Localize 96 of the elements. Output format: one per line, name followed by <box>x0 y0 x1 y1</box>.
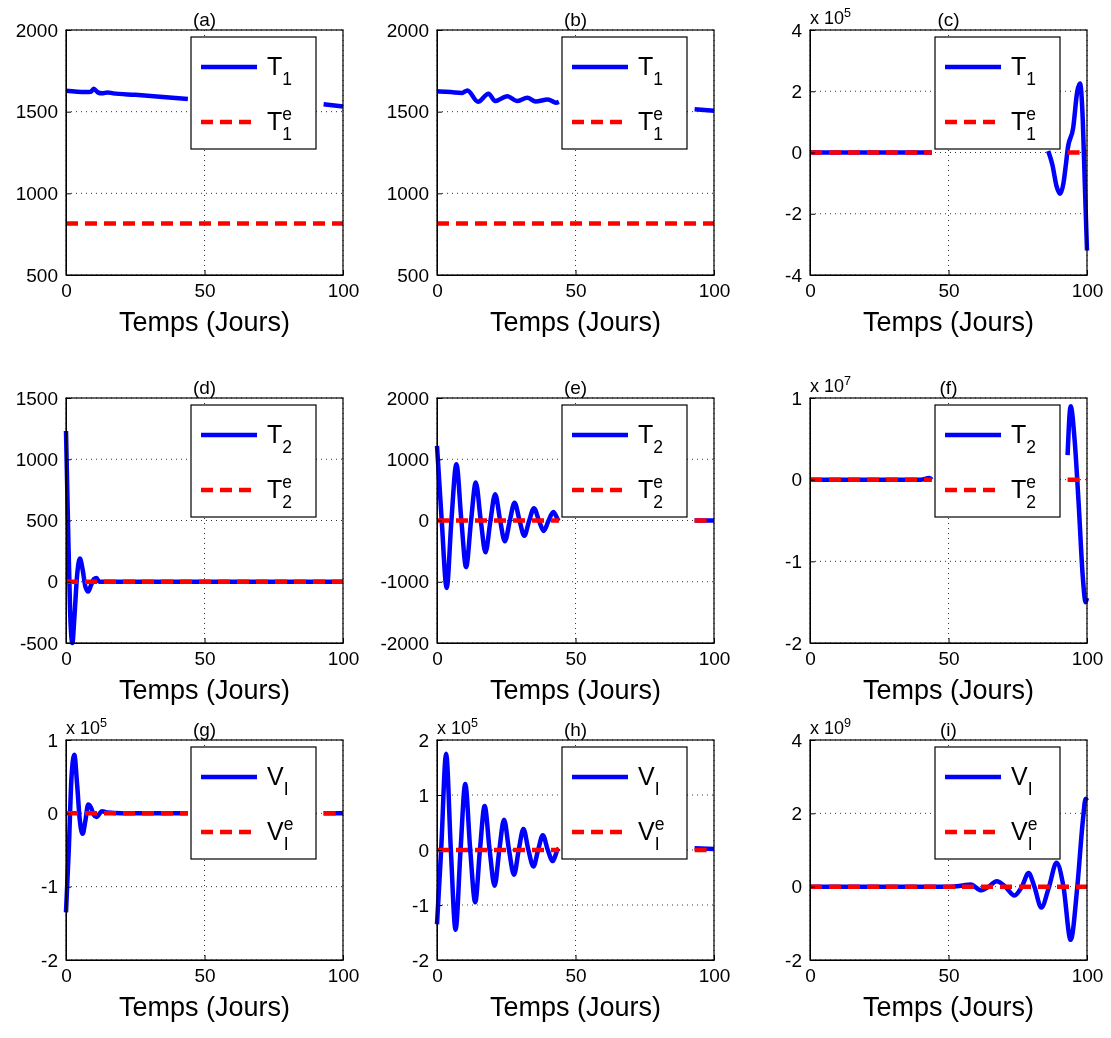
x-tick-label: 0 <box>432 965 443 987</box>
y-tick-label: 0 <box>791 142 802 164</box>
x-tick-label: 50 <box>938 280 960 302</box>
x-tick-label: 0 <box>432 648 443 670</box>
y-tick-label: 1 <box>418 784 429 806</box>
legend-label: T$_{1}$ <box>1011 52 1037 89</box>
y-tick-label: -2 <box>412 949 429 971</box>
chart-title: (c) <box>937 9 960 30</box>
y-tick-label: 1000 <box>386 448 429 470</box>
x-tick-label: 0 <box>432 280 443 302</box>
y-tick-label: 2000 <box>386 387 429 409</box>
x-axis-title: Temps (Jours) <box>489 992 662 1022</box>
y-tick-label: 500 <box>397 264 429 286</box>
x-tick-label: 50 <box>194 648 216 670</box>
y-tick-label: 1500 <box>386 101 429 123</box>
x-tick-label: 100 <box>698 965 731 987</box>
y-tick-label: 1000 <box>15 448 58 470</box>
y-tick-label: -2 <box>41 949 58 971</box>
text: x 10$^{7}$ <box>810 374 852 396</box>
y-tick-label: 1000 <box>15 182 58 204</box>
y-tick-label: -2 <box>785 949 802 971</box>
legend-label: T$_{2}$ <box>267 420 293 457</box>
y-tick-label: 4 <box>791 19 803 41</box>
y-tick-label: -1 <box>41 876 58 898</box>
y-tick-label: 1 <box>791 387 802 409</box>
text: x 10$^{5}$ <box>810 6 852 28</box>
x-tick-label: 100 <box>1071 965 1104 987</box>
y-tick-label: 2000 <box>386 19 429 41</box>
chart-title: (h) <box>563 719 588 740</box>
legend-label: V$_{I}$ <box>267 762 289 799</box>
y-tick-label: 0 <box>418 839 429 861</box>
x-axis-title: Temps (Jours) <box>489 675 662 705</box>
chart-title: (f) <box>939 377 958 398</box>
y-tick-label: -500 <box>19 632 58 654</box>
x-axis-title: Temps (Jours) <box>118 307 291 337</box>
x-tick-label: 0 <box>61 280 72 302</box>
x-tick-label: 100 <box>1071 648 1104 670</box>
chart-title: (a) <box>192 9 217 30</box>
x-axis-title: Temps (Jours) <box>489 307 662 337</box>
y-tick-label: 1500 <box>15 387 58 409</box>
y-tick-label: 500 <box>26 264 58 286</box>
legend-label: T$_{1}$ <box>638 52 664 89</box>
x-axis-title: Temps (Jours) <box>862 992 1035 1022</box>
y-tick-label: 1500 <box>15 101 58 123</box>
y-tick-label: 2 <box>791 802 802 824</box>
y-tick-label: 2 <box>791 80 802 102</box>
y-tick-label: 1 <box>47 729 58 751</box>
x-tick-label: 0 <box>61 965 72 987</box>
x-tick-label: 50 <box>938 648 960 670</box>
text: x 10$^{5}$ <box>437 716 479 738</box>
legend-label: T$_{2}$ <box>638 420 664 457</box>
legend-label: V$_{I}$ <box>638 762 660 799</box>
y-tick-label: 0 <box>47 802 58 824</box>
x-tick-label: 100 <box>327 648 360 670</box>
legend-label: T$_{2}$ <box>1011 420 1037 457</box>
y-tick-label: -2 <box>785 203 802 225</box>
y-tick-label: 0 <box>791 876 802 898</box>
x-axis-title: Temps (Jours) <box>118 992 291 1022</box>
x-tick-label: 50 <box>565 965 587 987</box>
chart-title: (d) <box>192 377 217 398</box>
x-tick-label: 100 <box>698 280 731 302</box>
chart-title: (e) <box>563 377 588 398</box>
y-tick-label: 4 <box>791 729 803 751</box>
x-tick-label: 50 <box>565 648 587 670</box>
x-tick-label: 50 <box>194 280 216 302</box>
y-tick-label: -2 <box>785 632 802 654</box>
x-tick-label: 0 <box>61 648 72 670</box>
text: x 10$^{9}$ <box>810 716 852 738</box>
y-tick-label: 0 <box>791 469 802 491</box>
y-tick-label: -1 <box>412 894 429 916</box>
chart-title: (i) <box>940 719 957 740</box>
y-tick-label: -1000 <box>380 571 429 593</box>
x-tick-label: 100 <box>1071 280 1104 302</box>
y-tick-label: 500 <box>26 510 58 532</box>
y-tick-label: 0 <box>418 510 429 532</box>
x-tick-label: 50 <box>938 965 960 987</box>
chart-title: (b) <box>563 9 588 30</box>
chart-title: (g) <box>192 719 217 740</box>
x-axis-title: Temps (Jours) <box>862 307 1035 337</box>
text: x 10$^{5}$ <box>66 716 108 738</box>
y-tick-label: -4 <box>785 264 803 286</box>
x-tick-label: 50 <box>565 280 587 302</box>
legend-label: T$_{1}$ <box>267 52 293 89</box>
x-axis-title: Temps (Jours) <box>862 675 1035 705</box>
y-tick-label: 2000 <box>15 19 58 41</box>
x-tick-label: 50 <box>194 965 216 987</box>
legend-label: V$_{I}$ <box>1011 762 1033 799</box>
y-tick-label: -1 <box>785 550 802 572</box>
y-tick-label: 0 <box>47 571 58 593</box>
x-axis-title: Temps (Jours) <box>118 675 291 705</box>
y-tick-label: 2 <box>418 729 429 751</box>
x-tick-label: 100 <box>327 965 360 987</box>
x-tick-label: 100 <box>698 648 731 670</box>
y-tick-label: -2000 <box>380 632 429 654</box>
y-tick-label: 1000 <box>386 182 429 204</box>
x-tick-label: 100 <box>327 280 360 302</box>
